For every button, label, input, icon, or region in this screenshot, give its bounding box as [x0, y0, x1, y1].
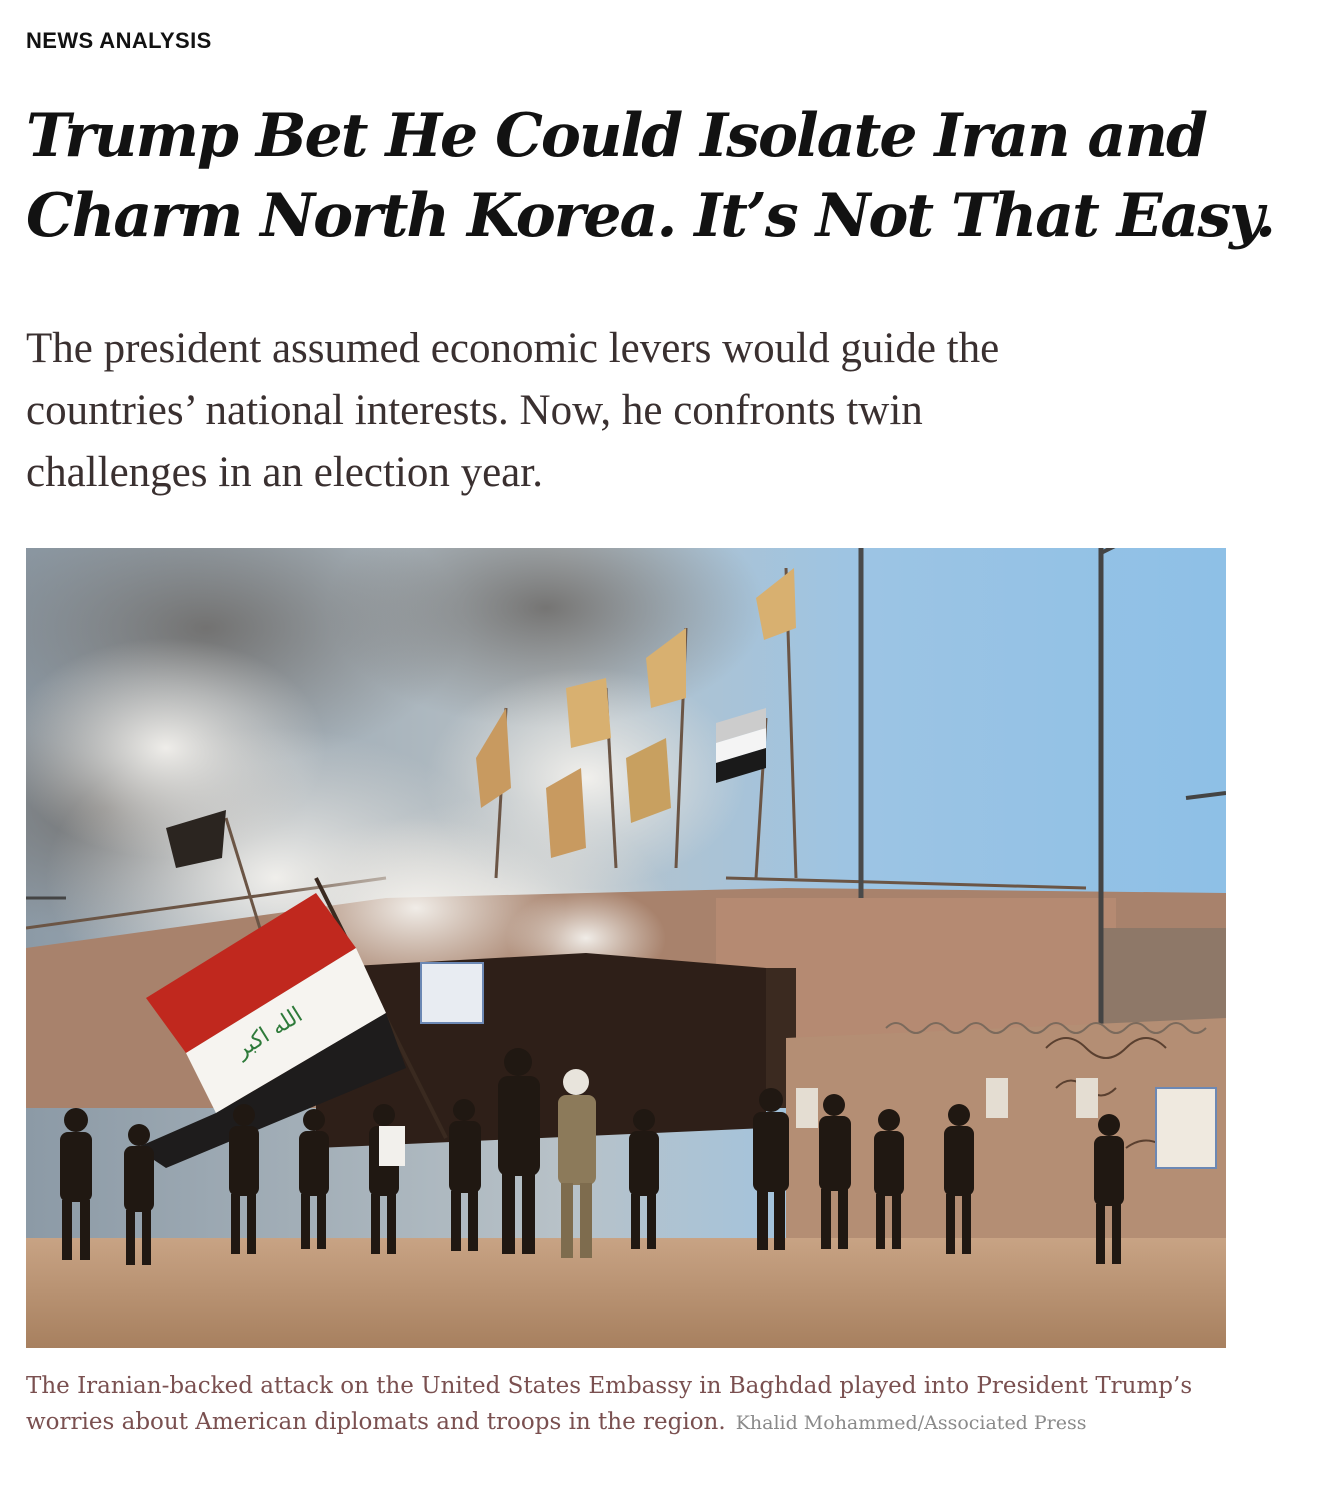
dek-line-1: The president assumed economic levers wo…	[26, 325, 1000, 372]
headline-line-2: Charm North Korea. It’s Not That Easy.	[26, 181, 1276, 251]
dek-line-3: challenges in an election year.	[26, 449, 543, 496]
photo-credit: Khalid Mohammed/Associated Press	[735, 1412, 1087, 1434]
headline-line-1: Trump Bet He Could Isolate Iran and	[26, 101, 1208, 171]
dek-line-2: countries’ national interests. Now, he c…	[26, 387, 923, 434]
lead-photo[interactable]: الله اكبر	[26, 548, 1226, 1348]
summary-dek: The president assumed economic levers wo…	[26, 318, 1166, 504]
embassy-protest-photo: الله اكبر	[26, 548, 1226, 1348]
section-kicker[interactable]: NEWS ANALYSIS	[26, 28, 212, 53]
photo-caption: The Iranian-backed attack on the United …	[26, 1368, 1226, 1441]
caption-text: The Iranian-backed attack on the United …	[26, 1373, 1193, 1435]
headline: Trump Bet He Could Isolate Iran and Charm…	[26, 96, 1296, 256]
